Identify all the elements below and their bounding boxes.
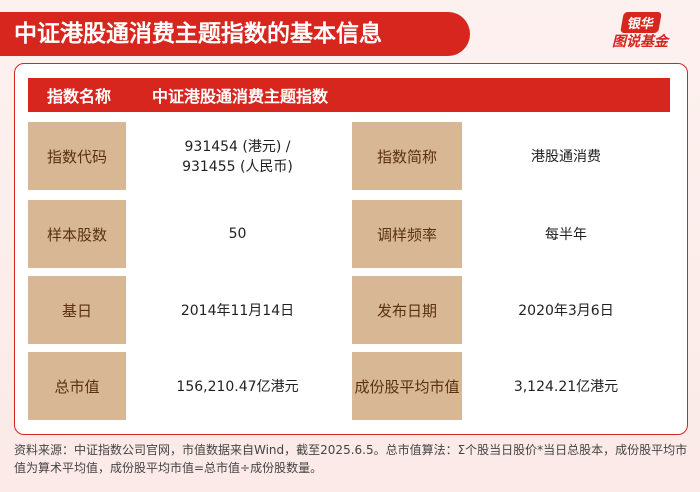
row-label: 发布日期 <box>352 276 462 344</box>
row-value: 2020年3月6日 <box>462 276 670 344</box>
row-label: 样本股数 <box>28 200 126 268</box>
row-label: 基日 <box>28 276 126 344</box>
footnote: 资料来源：中证指数公司官网，市值数据来自Wind，截至2025.6.5。总市值算… <box>14 443 688 475</box>
title-banner: 中证港股通消费主题指数的基本信息 <box>0 12 470 56</box>
header-label: 指数名称 <box>28 78 130 112</box>
row-value: 港股通消费 <box>462 122 670 190</box>
logo-top: 银华 <box>620 12 662 33</box>
row-value: 931454 (港元) / 931455 (人民币) <box>130 122 345 190</box>
row-value: 156,210.47亿港元 <box>130 352 345 420</box>
row-label: 指数简称 <box>352 122 462 190</box>
row-value: 2014年11月14日 <box>130 276 345 344</box>
logo-bottom: 图说基金 <box>612 34 668 50</box>
row-label: 总市值 <box>28 352 126 420</box>
row-value: 每半年 <box>462 200 670 268</box>
row-label: 调样频率 <box>352 200 462 268</box>
row-label: 成份股平均市值 <box>352 352 462 420</box>
row-label: 指数代码 <box>28 122 126 190</box>
row-value: 3,124.21亿港元 <box>462 352 670 420</box>
header-value: 中证港股通消费主题指数 <box>130 78 670 112</box>
row-value: 50 <box>130 200 345 268</box>
